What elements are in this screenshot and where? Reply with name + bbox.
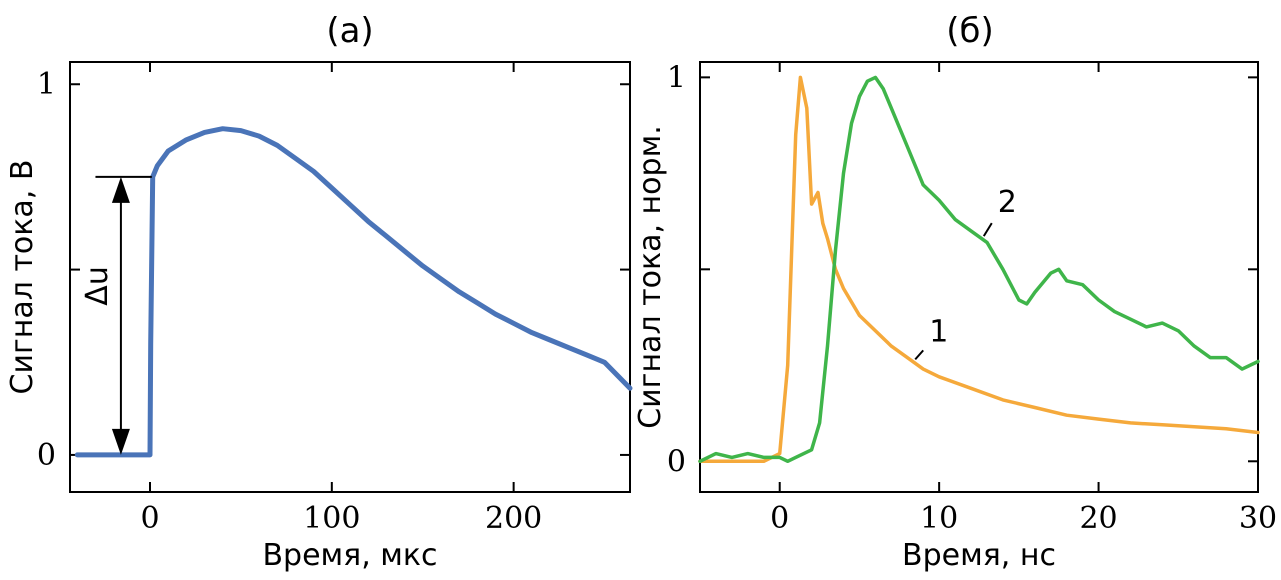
y-axis-label: Сигнал тока, В [5,160,40,395]
x-axis-label: Время, нс [902,538,1056,573]
panel-title: (a) [326,11,373,51]
y-tick-label: 0 [37,438,56,473]
series-line-1 [698,75,1260,464]
y-axis-label: Сигнал тока, норм. [633,125,668,429]
panel-title: (б) [946,11,994,51]
delta-u-arrowhead-down [111,428,130,455]
plot-frame [699,61,1259,493]
delta-u-arrowhead-up [111,176,130,203]
x-axis-label: Время, мкс [262,538,437,573]
x-tick-label: 0 [140,501,159,536]
y-tick-label: 1 [667,60,686,95]
curve-label: 1 [929,314,948,349]
x-tick-label: 0 [770,501,789,536]
panel-a: (a) 0 100 200 0 1 Время, мкс Сигнал тока, В Δu [5,11,633,573]
x-tick-label: 10 [920,501,958,536]
curve-label: 2 [998,185,1017,220]
plot-frame [69,61,631,493]
x-tick-label: 20 [1079,501,1117,536]
x-tick-label: 100 [303,501,360,536]
x-tick-label: 200 [485,501,542,536]
series-line-2 [698,75,1260,464]
panel-b: (б) 0 10 20 30 0 1 Время, нс Сигнал тока, норм. 1… [633,11,1277,573]
curve-leader-line [982,222,993,237]
delta-u-label: Δu [80,266,115,306]
y-tick-label: 0 [667,444,686,479]
y-tick-label: 1 [37,67,56,102]
x-tick-label: 30 [1239,501,1277,536]
curve-leader-line [914,349,924,361]
series-line [74,126,633,458]
